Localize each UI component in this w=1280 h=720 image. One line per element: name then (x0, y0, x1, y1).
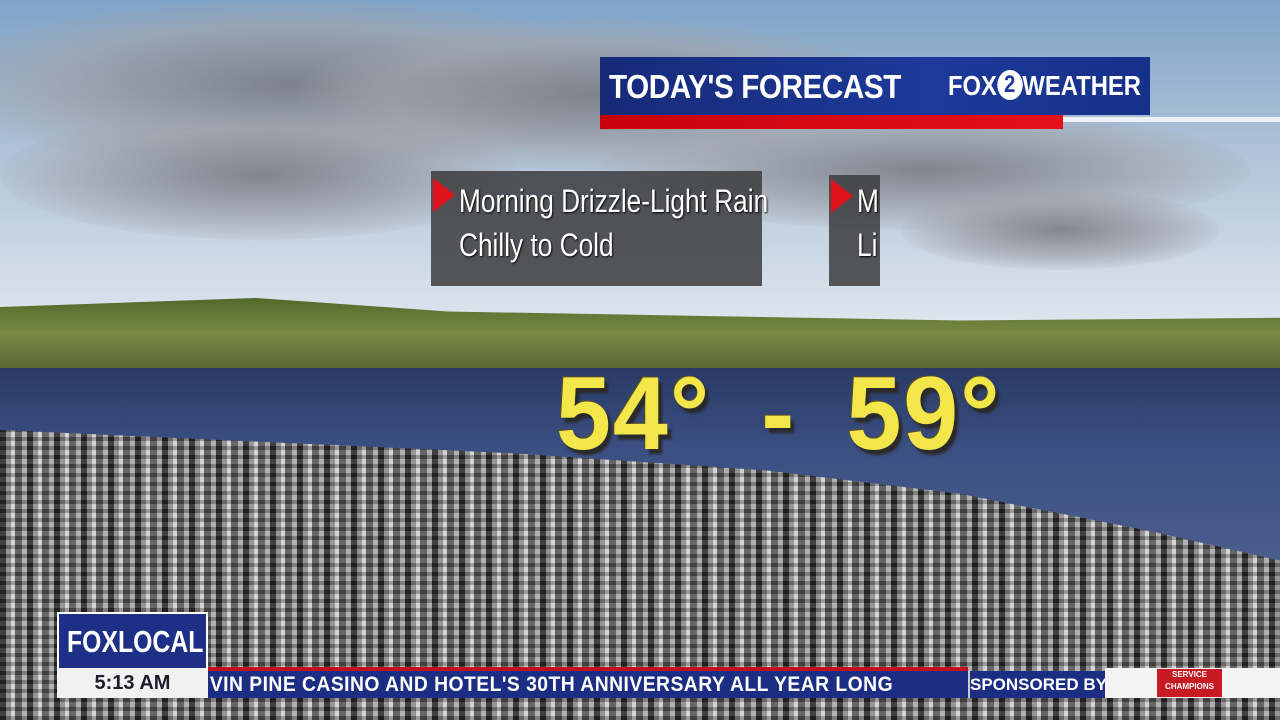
fox-local-logo: FOXLOCAL (57, 612, 208, 668)
brand-text: FOXLOCAL (67, 624, 204, 659)
clock: 5:13 AM (57, 668, 208, 698)
forecast-line: Chilly to Cold (459, 227, 614, 263)
header-red-bar (600, 115, 1063, 129)
forecast-card: M Li (829, 175, 880, 286)
temp-separator: - (761, 356, 797, 472)
forecast-line: M (857, 183, 879, 219)
ticker-text: VIN PINE CASINO AND HOTEL'S 30TH ANNIVER… (209, 673, 894, 696)
play-triangle-icon (831, 179, 853, 213)
forecast-card: Morning Drizzle-Light Rain Chilly to Col… (431, 171, 768, 286)
news-ticker: VIN PINE CASINO AND HOTEL'S 30TH ANNIVER… (208, 671, 968, 698)
fox2-weather-logo: FOX 2 WEATHER (948, 70, 1141, 101)
temp-high: 59° (846, 356, 1002, 472)
header-line (1063, 117, 1280, 122)
temperature-range: 54° - 59° (556, 355, 1002, 474)
temp-low: 54° (556, 356, 712, 472)
sponsored-by-label: SPONSORED BY (968, 671, 1107, 698)
play-triangle-icon (433, 178, 455, 212)
sky-background (0, 0, 1280, 330)
cloud (900, 190, 1220, 270)
ticker-red-line (208, 667, 968, 671)
sponsor-logo: SERVICE CHAMPIONS (1157, 669, 1222, 697)
page-title: TODAY'S FORECAST (609, 68, 901, 105)
forecast-line: Morning Drizzle-Light Rain (459, 183, 769, 219)
forecast-header (600, 57, 1150, 115)
forecast-line: Li (857, 227, 878, 263)
